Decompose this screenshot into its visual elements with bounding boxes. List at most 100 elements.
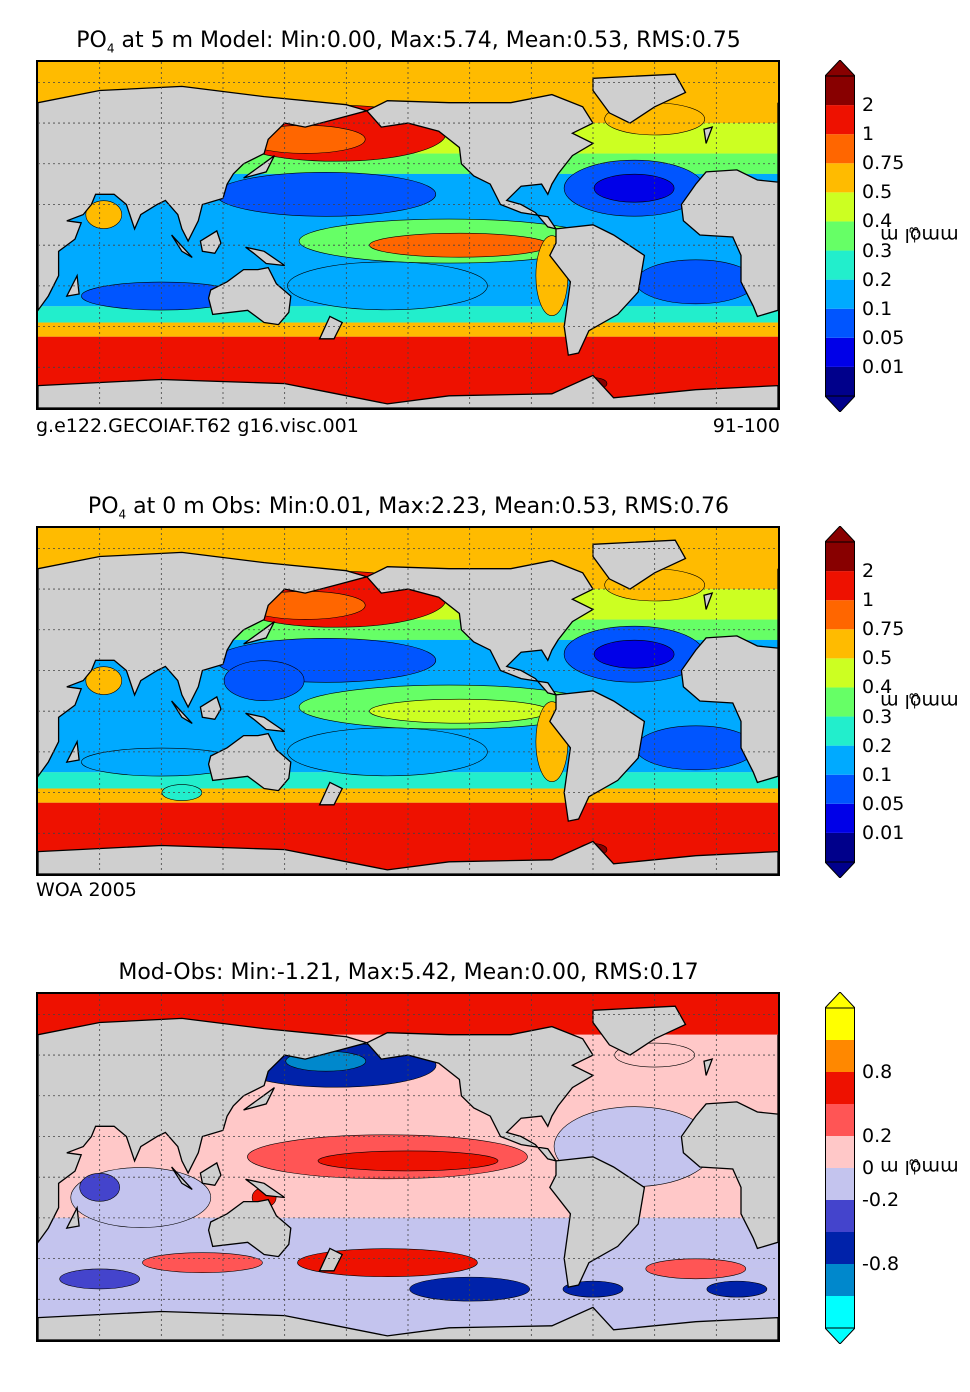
field-contour [593,639,675,669]
colorbar-segment [825,1136,855,1168]
colorbar-tick-label: 0 [862,1157,875,1179]
colorbar-tick-label: -0.8 [862,1253,900,1275]
colorbar-tick-label: 0.05 [862,792,905,815]
colorbar-segment [825,1264,855,1296]
landmass [592,539,687,590]
colorbar-tick-label: 0.4 [862,210,893,233]
colorbar-tick-label: 0.01 [862,821,905,844]
landmass [365,559,595,696]
landmass [171,1166,193,1190]
colorbar [825,526,855,878]
landmass [199,1161,222,1187]
colorbar-segment [825,134,855,164]
field-contour [593,173,675,203]
colorbar-segment [825,1200,855,1232]
land-layer [38,539,778,874]
landmass [199,229,222,255]
panel-diff: Mod-Obs: Min:-1.21, Max:5.42, Mean:0.00,… [0,932,970,1392]
landmass [38,85,370,312]
field-contour [59,1268,140,1290]
map-canvas [38,994,778,1340]
landmass [318,781,344,806]
field-contour [161,784,203,801]
field-contour [142,1252,263,1273]
map-diff [36,992,780,1342]
landmass [680,1034,778,1250]
colorbar-segment [825,745,855,775]
colorbar-tick-label: 0.01 [862,355,905,378]
landmass [38,551,370,778]
field-contour [79,1173,120,1202]
colorbar-segment [825,163,855,193]
colorbar-segment [825,600,855,630]
field-contour [635,259,757,305]
colorbar-tick-label: 0.3 [862,239,893,262]
colorbar-tick-label: 0.1 [862,763,893,786]
field-contour [223,660,305,701]
colorbar-segment [825,658,855,688]
colorbar-tick-label: 2 [862,94,875,117]
landmass [38,1017,370,1244]
colorbar-segment [825,716,855,746]
colorbar-tick-label: 0.2 [862,1125,893,1147]
landmass [680,102,778,318]
field-contour [635,725,757,771]
colorbar-tick-label: 0.3 [862,705,893,728]
map-obs [36,526,780,876]
dataset-label: WOA 2005 [36,879,137,901]
landmass [549,690,646,822]
landmass [207,266,292,326]
colorbar [825,992,855,1344]
colorbar-tick-label: 0.1 [862,297,893,320]
landmass [592,73,687,124]
graticule [38,994,778,1340]
landmass [365,93,595,230]
colorbar-segment [825,1104,855,1136]
colorbar-tick-label: 0.8 [862,1061,893,1083]
panel-obs: PO4 at 0 m Obs: Min:0.01, Max:2.23, Mean… [0,466,970,926]
field-contour [645,1258,747,1280]
landmass [680,568,778,784]
colorbar-tick-label: 0.75 [862,618,905,641]
panel-title: PO4 at 5 m Model: Min:0.00, Max:5.74, Me… [76,28,741,56]
colorbar-segment [825,629,855,659]
field-contour [215,171,437,217]
landmass [703,126,714,144]
landmass [549,1156,646,1288]
landmass [245,712,286,733]
unit-label: mmol m −3 [879,1156,959,1179]
landmass [703,1058,714,1076]
landmass [318,315,344,340]
colorbar-min-extend [825,395,855,412]
map-canvas [38,528,778,874]
landmass [243,621,275,645]
landmass [199,695,222,721]
colorbar-tick-label: 0.05 [862,326,905,349]
land-layer [38,1005,778,1340]
colorbar [825,60,855,412]
map-canvas [38,62,778,408]
colorbar-segment [825,250,855,280]
landmass [365,1025,595,1162]
panel-title: PO4 at 0 m Obs: Min:0.01, Max:2.23, Mean… [87,494,730,522]
colorbar-max-extend [825,992,855,1009]
unit-label: mmol m −3 [879,224,959,247]
field-contour [85,666,123,695]
field-band [38,322,778,337]
colorbar-tick-label: 0.2 [862,734,893,757]
colorbar-segment [825,337,855,367]
colorbar-tick-label: 0.2 [862,268,893,291]
colorbar-segment [825,774,855,804]
colorbar-segment [825,542,855,572]
field-contour [287,727,488,777]
colorbar-max-extend [825,526,855,543]
colorbar-segment [825,1040,855,1072]
colorbar-segment [825,832,855,862]
colorbar-segment [825,571,855,601]
colorbar-min-extend [825,1327,855,1344]
landmass [592,1005,687,1056]
landmass [243,155,275,179]
colorbar-tick-label: 0.4 [862,676,893,699]
colorbar-segment [825,1072,855,1104]
colorbar-segment [825,192,855,222]
